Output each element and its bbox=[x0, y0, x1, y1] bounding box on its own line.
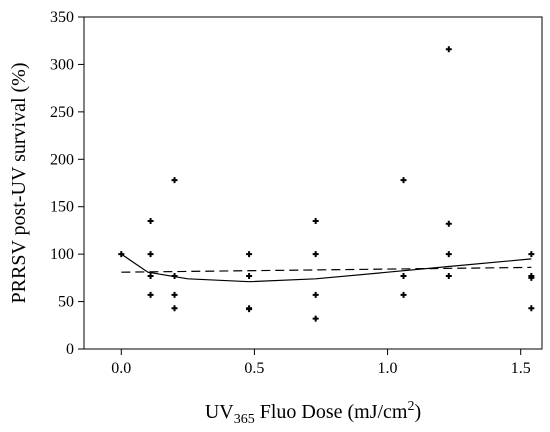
data-point bbox=[528, 251, 535, 258]
data-point bbox=[445, 251, 452, 258]
y-axis: 0 50 100 150 200 250 300 350 bbox=[50, 9, 84, 358]
x-tick-label: 1.0 bbox=[378, 360, 398, 377]
data-point bbox=[246, 251, 253, 258]
y-tick-label: 150 bbox=[50, 199, 74, 216]
data-point bbox=[528, 274, 535, 281]
data-point bbox=[312, 217, 319, 224]
y-tick-label: 50 bbox=[58, 294, 74, 311]
smooth-fit-line bbox=[120, 253, 532, 283]
data-point bbox=[312, 315, 319, 322]
data-point bbox=[445, 220, 452, 227]
x-axis-title-prefix: UV bbox=[205, 401, 234, 423]
data-point bbox=[246, 272, 253, 279]
data-point bbox=[400, 291, 407, 298]
data-point bbox=[246, 306, 253, 313]
data-point bbox=[400, 272, 407, 279]
data-point bbox=[171, 305, 178, 312]
data-point bbox=[312, 251, 319, 258]
data-point bbox=[312, 291, 319, 298]
x-axis-title: UV365 Fluo Dose (mJ/cm2) bbox=[205, 399, 421, 427]
fit-lines bbox=[120, 253, 532, 283]
plot-area-frame bbox=[83, 16, 543, 350]
y-axis-title: PRRSV post-UV survival (%) bbox=[8, 63, 30, 304]
data-point bbox=[147, 272, 154, 279]
data-point bbox=[445, 46, 452, 53]
data-point bbox=[171, 291, 178, 298]
linear-fit-line bbox=[121, 266, 532, 273]
x-axis-title-suffix: ) bbox=[415, 401, 422, 423]
y-tick-label: 0 bbox=[66, 341, 74, 358]
data-point bbox=[147, 291, 154, 298]
data-point bbox=[528, 305, 535, 312]
x-tick-label: 0.0 bbox=[111, 360, 131, 377]
data-point bbox=[147, 217, 154, 224]
data-point bbox=[171, 177, 178, 184]
y-tick-label: 350 bbox=[50, 9, 74, 26]
data-points bbox=[118, 46, 535, 322]
data-point bbox=[445, 272, 452, 279]
x-axis-title-middle: Fluo Dose (mJ/cm bbox=[255, 401, 408, 423]
data-point bbox=[118, 251, 125, 258]
x-tick-label: 0.5 bbox=[244, 360, 264, 377]
y-tick-label: 250 bbox=[50, 104, 74, 121]
x-axis-title-superscript: 2 bbox=[408, 399, 415, 414]
data-point bbox=[171, 272, 178, 279]
x-tick-label: 1.5 bbox=[511, 360, 531, 377]
y-tick-label: 300 bbox=[50, 56, 74, 73]
data-point bbox=[400, 177, 407, 184]
x-axis: 0.0 0.5 1.0 1.5 bbox=[111, 349, 531, 377]
data-point bbox=[147, 251, 154, 258]
y-tick-label: 200 bbox=[50, 151, 74, 168]
y-tick-label: 100 bbox=[50, 246, 74, 263]
x-axis-title-subscript: 365 bbox=[234, 412, 255, 427]
